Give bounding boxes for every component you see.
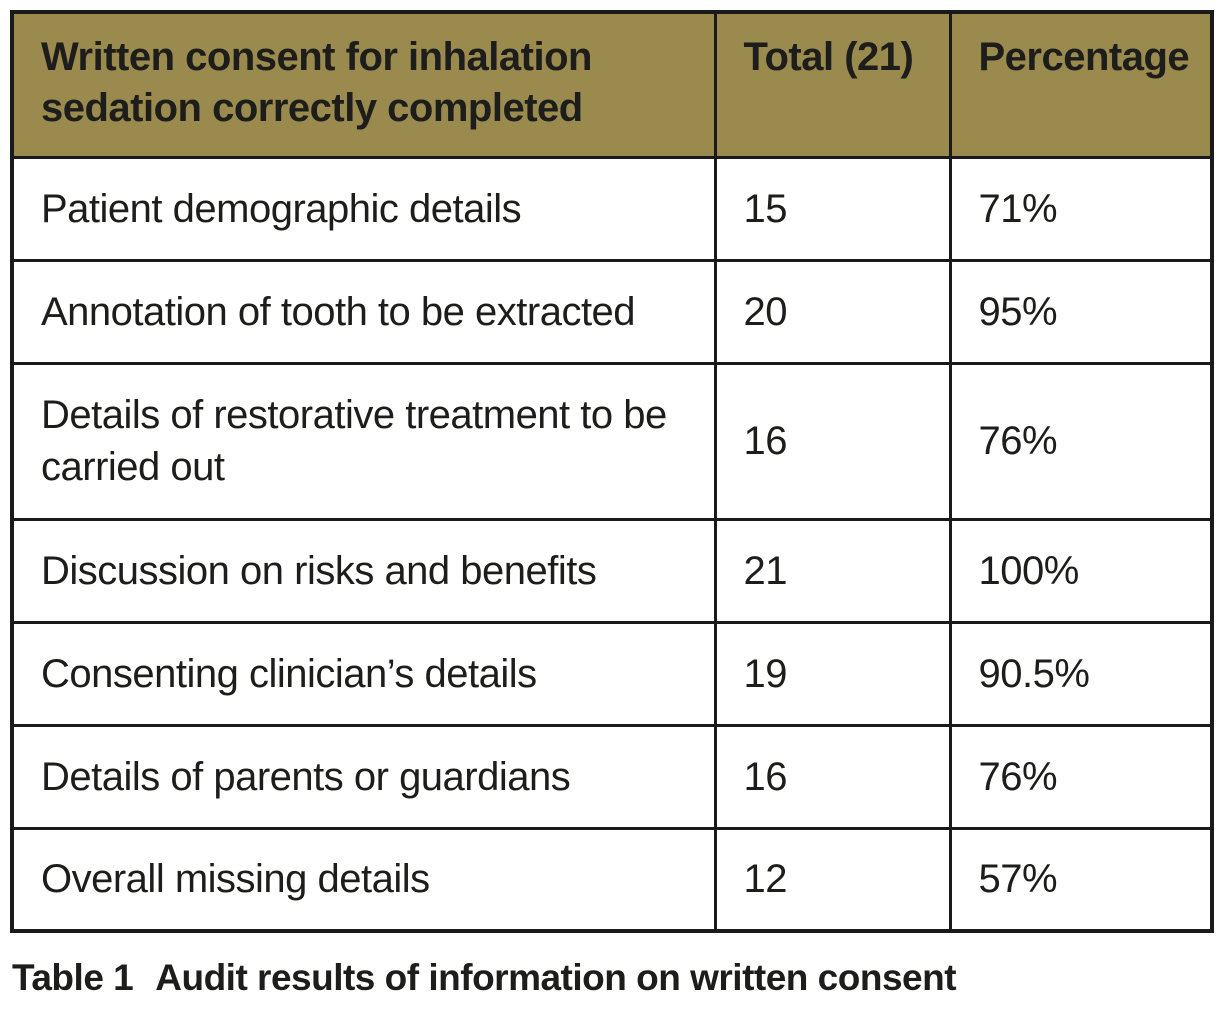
column-header-consent-item: Written consent for inhalation sedation … — [10, 10, 717, 159]
row-label-cell: Details of parents or guardians — [10, 723, 717, 830]
column-header-percentage: Percentage — [948, 10, 1214, 159]
table-row: Details of restorative treatment to be c… — [10, 361, 1214, 521]
table-row: Details of parents or guardians 16 76% — [10, 723, 1214, 830]
row-total-cell: 19 — [713, 620, 952, 727]
row-total-cell: 12 — [713, 826, 952, 933]
table-row: Overall missing details 12 57% — [10, 826, 1214, 933]
table-caption-text: Audit results of information on written … — [155, 957, 957, 998]
table-row: Patient demographic details 15 71% — [10, 155, 1214, 262]
row-total-cell: 21 — [713, 517, 952, 624]
table-row: Annotation of tooth to be extracted 20 9… — [10, 258, 1214, 365]
row-percentage-cell: 90.5% — [948, 620, 1214, 727]
table-body: Patient demographic details 15 71% Annot… — [10, 155, 1214, 933]
row-label-cell: Overall missing details — [10, 826, 717, 933]
row-percentage-cell: 95% — [948, 258, 1214, 365]
row-total-cell: 16 — [713, 723, 952, 830]
row-label-cell: Discussion on risks and benefits — [10, 517, 717, 624]
row-label-cell: Consenting clinician’s details — [10, 620, 717, 727]
table-caption: Table 1 Audit results of information on w… — [12, 957, 957, 999]
header-row: Written consent for inhalation sedation … — [10, 10, 1214, 159]
row-label-cell: Annotation of tooth to be extracted — [10, 258, 717, 365]
row-total-cell: 16 — [713, 361, 952, 521]
table-header: Written consent for inhalation sedation … — [10, 10, 1214, 159]
row-percentage-cell: 76% — [948, 361, 1214, 521]
table-caption-number: Table 1 — [12, 957, 134, 998]
row-percentage-cell: 76% — [948, 723, 1214, 830]
row-total-cell: 20 — [713, 258, 952, 365]
row-total-cell: 15 — [713, 155, 952, 262]
column-header-total: Total (21) — [713, 10, 952, 159]
table-row: Discussion on risks and benefits 21 100% — [10, 517, 1214, 624]
row-label-cell: Patient demographic details — [10, 155, 717, 262]
row-percentage-cell: 100% — [948, 517, 1214, 624]
audit-results-table: Written consent for inhalation sedation … — [10, 10, 1214, 933]
row-percentage-cell: 57% — [948, 826, 1214, 933]
row-percentage-cell: 71% — [948, 155, 1214, 262]
row-label-cell: Details of restorative treatment to be c… — [10, 361, 717, 521]
table-row: Consenting clinician’s details 19 90.5% — [10, 620, 1214, 727]
